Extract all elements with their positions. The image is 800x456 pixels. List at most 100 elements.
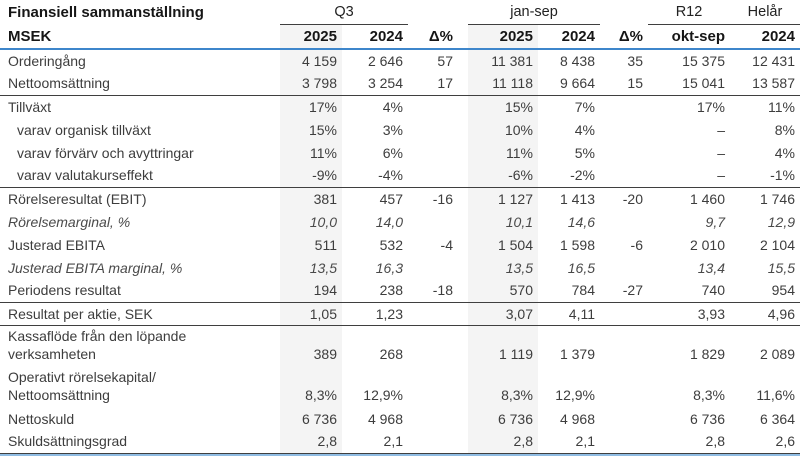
row-label: Kassaflöde från den löpande verksamheten [8,328,187,362]
cell-jansep-2024: 1 598 [559,236,595,253]
row-label: Operativt rörelsekapital/Nettoomsättning [8,369,156,403]
row-label: Orderingång [8,53,86,69]
cell-helar-2024: 2 089 [759,346,795,362]
spacer-cell [458,118,468,141]
cell-q3-2025: 6 736 [280,407,342,430]
cell-jansep-2024: 5% [574,144,595,161]
header-helar-2024: 2024 [730,24,800,50]
cell-q3-2024: 4 968 [367,410,403,427]
cell-jansep-2024: 14,6 [567,213,595,230]
cell-q3-2025: 4 159 [280,49,342,72]
header-q3-delta: Δ% [408,24,458,50]
cell-jansep-2024: 1 413 [559,190,595,207]
column-header-row: MSEK 2025 2024 Δ% 2025 2024 Δ% okt-sep 2… [0,24,800,50]
cell-q3-delta: -4 [440,236,453,253]
cell-jansep-2024: 4% [574,121,595,138]
cell-r12-oktsep: 3,93 [648,302,730,326]
row-label: varav förvärv och avyttringar [17,144,194,161]
cell-helar-2024: 2 104 [759,236,795,253]
cell-helar-2024: 2,6 [730,430,800,454]
cell-r12-oktsep: 8,3% [693,387,725,403]
spacer-cell [458,279,468,303]
cell-q3-2024: 3% [382,121,403,138]
table-row: varav förvärv och avyttringar 11% 6% 11% 5% –… [0,141,800,164]
cell-q3-2024: 457 [379,190,403,207]
cell-r12-oktsep: 15 375 [682,53,725,69]
cell-q3-delta [408,141,458,164]
spacer-cell [458,24,468,50]
header-r12-oktsep: okt-sep [648,24,730,50]
cell-r12-oktsep: 1 829 [689,346,725,362]
cell-jansep-2024: 16,5 [567,259,595,276]
cell-q3-delta [408,366,458,407]
table-row: Tillväxt 17% 4% 15% 7% 17% 11% [0,95,800,118]
spacer-cell [458,366,468,407]
cell-jansep-2025: 3,07 [468,302,538,326]
cell-jansep-delta [600,118,648,141]
cell-q3-2024: 12,9% [363,387,403,403]
table-row: Orderingång 4 159 2 646 57 11 381 8 438 35 15 3… [0,49,800,72]
cell-q3-2024: 14,0 [375,213,403,230]
cell-jansep-2024: 8 438 [559,53,595,69]
cell-jansep-delta: -20 [622,190,643,207]
cell-q3-delta [408,430,458,454]
cell-helar-2024: 8% [774,121,795,138]
cell-helar-2024: -1% [730,164,800,188]
cell-jansep-2025: 10,1 [468,210,538,233]
cell-r12-oktsep: – [717,121,725,138]
cell-q3-2025: 10,0 [280,210,342,233]
row-label: Justerad EBITA [8,236,106,253]
header-jansep-2024: 2024 [538,24,600,50]
cell-jansep-delta [600,366,648,407]
spacer-cell [458,164,468,188]
cell-q3-2025: -9% [280,164,342,188]
cell-q3-2024: 4% [382,98,403,115]
row-label: Periodens resultat [0,279,280,303]
spacer-cell [458,187,468,210]
table-row: Kassaflöde från den löpande verksamheten 3… [0,325,800,366]
cell-jansep-delta [600,210,648,233]
row-label: varav valutakurseffekt [0,164,280,188]
header-jansep-2025: 2025 [468,24,538,50]
cell-q3-2024: 1,23 [342,302,408,326]
cell-jansep-2025: 10% [468,118,538,141]
cell-q3-delta [408,256,458,279]
spacer-cell [458,256,468,279]
cell-helar-2024: 4,96 [730,302,800,326]
cell-jansep-2025: 1 119 [468,325,538,366]
table-row: Rörelsemarginal, % 10,0 14,0 10,1 14,6 9,7 12,… [0,210,800,233]
cell-q3-2025: 3 798 [280,72,342,96]
cell-q3-delta [408,210,458,233]
spacer-cell [458,95,468,118]
cell-q3-2025: 17% [280,95,342,118]
unit-label: MSEK [0,24,280,50]
cell-q3-2024: 268 [379,346,403,362]
cell-q3-delta: -16 [432,190,453,207]
cell-q3-2025: 381 [280,187,342,210]
bottom-accent-bar [0,453,800,456]
cell-r12-oktsep: 13,4 [697,259,725,276]
row-label: Skuldsättningsgrad [0,430,280,454]
cell-jansep-2025: 11 118 [468,72,538,96]
table-row: Rörelseresultat (EBIT) 381 457 -16 1 127 1 41… [0,187,800,210]
row-label: Nettoomsättning [0,72,280,96]
cell-q3-delta: 17 [408,72,458,96]
table-row: Skuldsättningsgrad 2,8 2,1 2,8 2,1 2,8 2,6 [0,430,800,454]
cell-jansep-2025: 13,5 [468,256,538,279]
cell-r12-oktsep: 2,8 [648,430,730,454]
cell-q3-delta [408,95,458,118]
cell-helar-2024: 4% [774,144,795,161]
cell-r12-oktsep: 6 736 [689,410,725,427]
spacer-cell [458,141,468,164]
column-group-jansep: jan-sep [468,0,600,25]
cell-q3-2025: 511 [280,233,342,256]
row-label: Resultat per aktie, SEK [0,302,280,326]
cell-jansep-2024: 7% [574,98,595,115]
spacer-cell [458,302,468,326]
cell-q3-delta: 57 [437,53,453,69]
cell-jansep-2025: -6% [468,164,538,188]
page-title: Finansiell sammanställning [8,3,204,21]
cell-jansep-delta: 35 [627,53,643,69]
cell-jansep-2025: 11 381 [468,49,538,72]
